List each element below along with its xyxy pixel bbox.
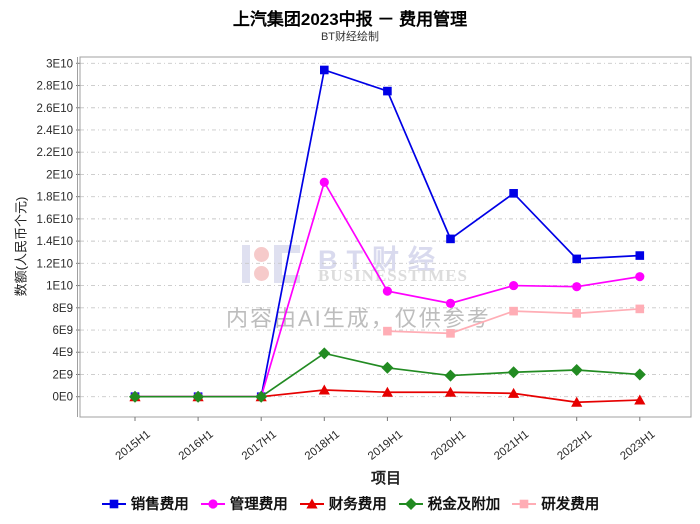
svg-text:1.2E10: 1.2E10 [37, 258, 73, 270]
legend-marker-icon [512, 499, 537, 508]
legend-marker-icon [101, 499, 126, 508]
svg-text:2.2E10: 2.2E10 [37, 147, 73, 159]
chart-subtitle: BT财经绘制 [320, 31, 380, 43]
svg-text:8E9: 8E9 [53, 303, 73, 315]
svg-text:1.6E10: 1.6E10 [37, 214, 73, 226]
svg-text:2.4E10: 2.4E10 [37, 125, 73, 137]
legend-item-label: 销售费用 [130, 497, 189, 513]
chart-title: 上汽集团2023中报 － 费用管理 [232, 10, 468, 29]
svg-text:2E10: 2E10 [46, 169, 73, 181]
svg-text:2016H1: 2016H1 [177, 429, 216, 463]
svg-text:2.6E10: 2.6E10 [37, 103, 73, 115]
plot-frame [77, 56, 692, 418]
legend-marker-icon [200, 498, 225, 509]
legend-item-label: 财务费用 [328, 497, 387, 513]
svg-text:2022H1: 2022H1 [555, 429, 594, 463]
svg-text:1.8E10: 1.8E10 [37, 192, 73, 204]
svg-text:2.8E10: 2.8E10 [37, 81, 73, 93]
series-triangle-line [129, 384, 646, 407]
svg-text:2019H1: 2019H1 [366, 429, 405, 463]
svg-text:6E9: 6E9 [53, 325, 73, 337]
legend-item: 研发费用 [511, 493, 599, 514]
x-axis-title: 项目 [370, 470, 401, 487]
series-diamond-line [129, 347, 646, 403]
legend-item: 财务费用 [299, 493, 387, 514]
legend-item-label: 税金及附加 [427, 497, 501, 513]
series-square-line [130, 65, 645, 401]
svg-text:2021H1: 2021H1 [492, 429, 531, 463]
svg-text:2017H1: 2017H1 [240, 429, 279, 463]
y-gridlines: 0E0 2E9 4E9 6E9 8E9 1E10 1.2E10 1.4E10 1.6E10 1.8… [37, 58, 691, 404]
legend-item: 税金及附加 [398, 493, 501, 514]
svg-text:4E9: 4E9 [53, 347, 73, 359]
svg-text:2E9: 2E9 [53, 369, 73, 381]
svg-text:2018H1: 2018H1 [303, 429, 342, 463]
svg-text:2015H1: 2015H1 [114, 429, 153, 463]
x-axis-ticks: 2015H1 2016H1 2017H1 2018H1 2019H1 2020H1 2021… [114, 417, 658, 463]
legend-item: 销售费用 [101, 493, 189, 514]
svg-text:1.4E10: 1.4E10 [37, 236, 73, 248]
svg-text:3E10: 3E10 [46, 58, 73, 70]
legend-item: 管理费用 [200, 493, 288, 514]
svg-text:2023H1: 2023H1 [618, 429, 657, 463]
legend-item-label: 研发费用 [541, 497, 600, 513]
svg-text:1E10: 1E10 [46, 281, 73, 293]
svg-text:0E0: 0E0 [53, 392, 73, 404]
legend-marker-icon [398, 497, 423, 510]
legend-item-label: 管理费用 [229, 497, 288, 513]
series-square-line [383, 304, 645, 338]
legend-marker-icon [299, 498, 324, 508]
legend: 销售费用 管理费用 财务费用 税金及附加 研发费用 [0, 493, 700, 514]
svg-text:2020H1: 2020H1 [429, 429, 468, 463]
